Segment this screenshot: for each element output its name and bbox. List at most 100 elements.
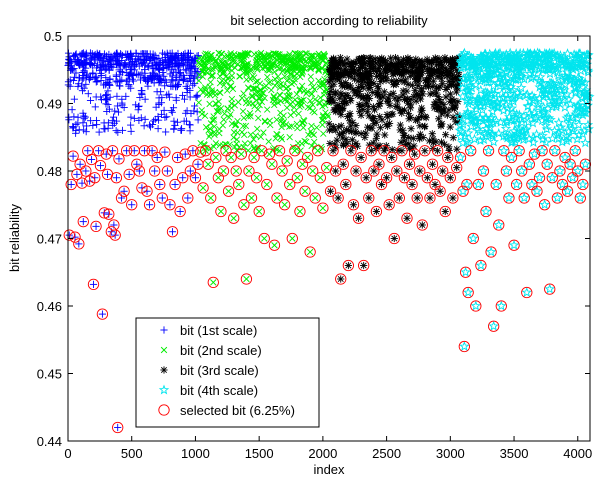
data-point-series-2 bbox=[212, 140, 220, 147]
data-point-series-3 bbox=[338, 82, 346, 90]
legend-label-4: bit (4th scale) bbox=[180, 383, 258, 398]
data-point-series-3 bbox=[347, 94, 355, 102]
data-point-series-2 bbox=[220, 167, 227, 175]
data-point-series-4 bbox=[544, 77, 556, 88]
data-point-series-1 bbox=[187, 62, 196, 70]
data-point-series-4 bbox=[514, 90, 526, 101]
data-point-series-3 bbox=[413, 75, 422, 83]
selected-point bbox=[444, 172, 456, 184]
data-point-series-2 bbox=[293, 91, 300, 98]
data-point-series-4 bbox=[531, 128, 542, 139]
data-point-series-1 bbox=[84, 147, 92, 155]
data-point-series-2 bbox=[309, 167, 316, 175]
data-point-series-2 bbox=[316, 99, 324, 107]
data-point-series-2 bbox=[221, 53, 228, 60]
data-point-series-1 bbox=[160, 72, 168, 80]
data-point-series-3 bbox=[330, 56, 338, 65]
selected-point bbox=[304, 246, 316, 258]
x-tick-label: 1000 bbox=[181, 446, 210, 461]
data-point-series-2 bbox=[284, 157, 291, 165]
selected-point bbox=[337, 158, 349, 170]
data-point-series-3 bbox=[446, 174, 454, 182]
data-point-series-1 bbox=[181, 150, 189, 158]
selected-point bbox=[76, 177, 88, 189]
data-point-series-3 bbox=[397, 138, 405, 146]
selected-point bbox=[434, 185, 446, 197]
data-point-series-1 bbox=[140, 56, 148, 64]
selected-point bbox=[500, 165, 513, 177]
data-point-series-2 bbox=[294, 99, 302, 107]
data-point-series-4 bbox=[537, 130, 548, 141]
data-point-series-3 bbox=[418, 67, 426, 75]
data-point-series-1 bbox=[104, 124, 112, 132]
selected-point bbox=[131, 158, 143, 170]
data-point-series-1 bbox=[158, 56, 166, 64]
data-point-series-4 bbox=[526, 73, 537, 83]
selected-point bbox=[513, 145, 525, 157]
data-point-series-2 bbox=[271, 82, 279, 89]
data-point-series-2 bbox=[286, 51, 293, 58]
data-point-series-1 bbox=[112, 49, 120, 58]
selected-point bbox=[365, 145, 377, 157]
data-point-series-4 bbox=[508, 115, 520, 126]
selected-point bbox=[177, 172, 189, 184]
data-point-series-3 bbox=[326, 91, 334, 99]
data-point-series-4 bbox=[534, 93, 545, 104]
selected-point bbox=[105, 226, 117, 238]
selected-point bbox=[335, 273, 347, 285]
selected-point bbox=[416, 219, 428, 231]
data-point-series-3 bbox=[340, 97, 349, 106]
selected-point bbox=[329, 165, 342, 177]
data-point-series-3 bbox=[411, 150, 419, 158]
data-point-series-3 bbox=[375, 160, 383, 168]
data-point-series-2 bbox=[281, 73, 288, 80]
data-point-series-1 bbox=[122, 92, 130, 100]
data-point-series-4 bbox=[522, 89, 533, 100]
data-point-series-2 bbox=[202, 50, 209, 57]
data-point-series-4 bbox=[517, 130, 529, 141]
data-point-series-3 bbox=[435, 115, 443, 123]
data-point-series-2 bbox=[253, 174, 260, 181]
selected-point bbox=[488, 320, 500, 332]
data-point-series-1 bbox=[112, 117, 121, 125]
data-point-series-4 bbox=[480, 48, 491, 59]
data-point-series-1 bbox=[154, 113, 162, 121]
data-point-series-4 bbox=[567, 58, 578, 69]
data-point-series-4 bbox=[524, 158, 535, 169]
data-point-series-1 bbox=[141, 115, 149, 123]
x-tick-label: 3000 bbox=[436, 446, 465, 461]
data-point-series-2 bbox=[306, 248, 314, 256]
data-point-series-4 bbox=[454, 111, 466, 122]
y-axis-label: bit reliability bbox=[7, 204, 22, 272]
data-point-series-2 bbox=[283, 92, 290, 100]
selected-point bbox=[551, 192, 564, 204]
data-point-series-4 bbox=[522, 101, 533, 111]
selected-point bbox=[80, 165, 92, 177]
data-point-series-2 bbox=[323, 164, 330, 171]
data-point-series-4 bbox=[501, 130, 512, 141]
selected-point bbox=[74, 158, 86, 170]
data-point-series-1 bbox=[82, 167, 90, 175]
data-point-series-2 bbox=[209, 72, 217, 79]
data-point-series-1 bbox=[105, 210, 113, 218]
data-point-series-1 bbox=[91, 50, 99, 59]
data-point-series-3 bbox=[445, 146, 453, 155]
data-point-series-1 bbox=[67, 180, 75, 189]
data-point-series-2 bbox=[201, 52, 208, 59]
data-point-series-2 bbox=[271, 75, 279, 83]
data-point-series-4 bbox=[480, 130, 492, 141]
data-point-series-1 bbox=[138, 87, 146, 95]
data-point-series-1 bbox=[128, 201, 136, 209]
data-point-series-1 bbox=[77, 57, 85, 65]
data-point-series-2 bbox=[260, 129, 267, 136]
data-point-series-2 bbox=[277, 57, 285, 65]
data-point-series-1 bbox=[187, 64, 195, 72]
selected-point bbox=[87, 278, 100, 291]
data-point-series-1 bbox=[146, 50, 154, 58]
data-point-series-2 bbox=[318, 52, 325, 60]
selected-point bbox=[309, 192, 321, 204]
data-point-series-1 bbox=[115, 66, 123, 74]
data-point-series-2 bbox=[289, 143, 297, 151]
data-point-series-2 bbox=[252, 132, 259, 139]
data-point-series-2 bbox=[308, 122, 315, 130]
